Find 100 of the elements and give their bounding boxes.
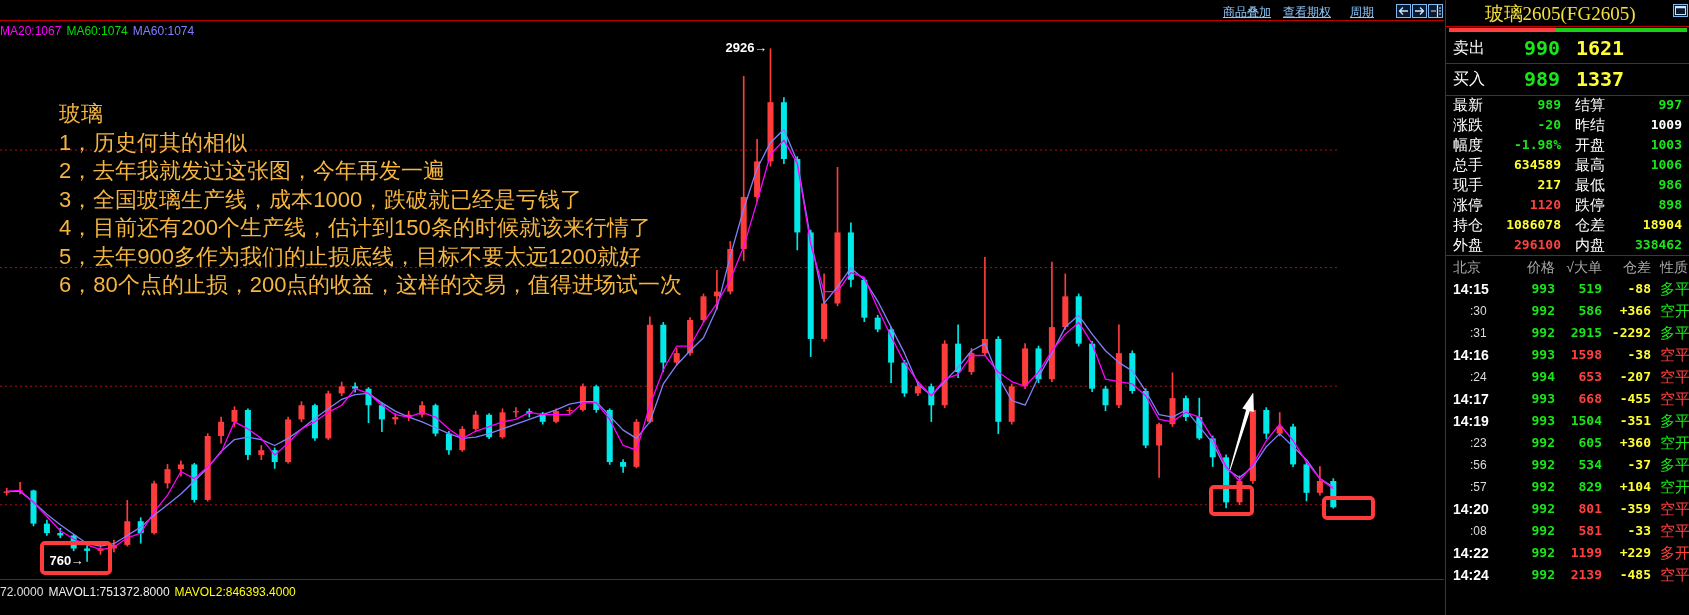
text: 992 [1531,456,1555,474]
text: 18904 [1642,216,1682,234]
text: 周期 [1350,5,1374,19]
text: 1006 [1650,156,1682,174]
text: 跌停 [1575,196,1605,214]
text: :30 [1470,303,1487,320]
text: 总手 [1453,156,1483,174]
text: 668 [1578,390,1602,408]
text: :24 [1470,369,1487,386]
text: MA60:1074 [132,24,195,38]
text: 994 [1531,368,1555,386]
text: 多平 [1660,412,1689,430]
text: 现手 [1453,176,1483,194]
text: 价格 [1527,258,1555,276]
text: 992 [1531,302,1555,320]
text: 653 [1578,368,1602,386]
text: -207 [1619,368,1651,386]
text: +366 [1619,302,1651,320]
legend-label: MA60:1074 [66,24,128,38]
text: 持仓 [1453,216,1483,234]
text: 14:24 [1453,566,1489,584]
text: 空平 [1660,390,1689,408]
text: 多平 [1660,280,1689,298]
text: +104 [1619,478,1651,496]
text: 217 [1537,176,1561,194]
text: -359 [1619,500,1651,518]
text: 581 [1578,522,1602,540]
text: 最新 [1453,96,1483,114]
text: 开盘 [1575,136,1605,154]
text: 993 [1531,412,1555,430]
text: MAVOL1:751372.8000 [48,585,170,599]
text: 989 [1537,96,1561,114]
text: -37 [1627,456,1651,474]
text: 14:22 [1453,544,1489,562]
text: 仓差 [1623,258,1651,276]
text: :57 [1470,479,1487,496]
text: 296100 [1514,236,1561,254]
text: 涨跌 [1453,116,1483,134]
text: 586 [1578,302,1602,320]
text: 72.0000 [0,585,44,599]
annotation: 2926→ [725,40,768,56]
text: 634589 [1514,156,1561,174]
text: 14:16 [1453,346,1489,364]
text: 1504 [1570,412,1602,430]
text: 空开 [1660,478,1689,496]
text: -20 [1537,116,1561,134]
text: 898 [1658,196,1682,214]
text: 992 [1531,566,1555,584]
text: 14:19 [1453,412,1489,430]
text: 空开 [1660,302,1689,320]
annotation: 3，全国玻璃生产线，成本1000，跌破就已经是亏钱了 [59,185,584,214]
text: 昨结 [1575,116,1605,134]
text: 338462 [1635,236,1682,254]
text: :31 [1470,325,1487,342]
text: 534 [1578,456,1602,474]
text: 14:20 [1453,500,1489,518]
text: 涨停 [1453,196,1483,214]
text: 989 [1523,67,1560,91]
text: 1003 [1650,136,1682,154]
text: 多平 [1660,324,1689,342]
text: -88 [1627,280,1651,298]
text: -38 [1627,346,1651,364]
text: 992 [1531,324,1555,342]
text: -2292 [1611,324,1651,342]
candlestick [84,544,91,562]
text: 829 [1578,478,1602,496]
text: 最高 [1575,156,1605,174]
text: 空平 [1660,368,1689,386]
text: MA20:1067 [0,24,62,38]
text: 2139 [1570,566,1602,584]
text: 1120 [1529,196,1561,214]
text: 605 [1578,434,1602,452]
text: MAVOL2:846393.4000 [174,585,296,599]
text: 1009 [1650,116,1682,134]
text: 商品叠加 [1223,5,1271,19]
text: 990 [1523,36,1560,60]
text: 1086078 [1506,216,1561,234]
text: 买入 [1453,69,1485,89]
text: 14:15 [1453,280,1489,298]
text: 内盘 [1575,236,1605,254]
text: 查看期权 [1283,5,1331,19]
text: 最低 [1575,176,1605,194]
text: 992 [1531,544,1555,562]
text: 993 [1531,346,1555,364]
text: 992 [1531,478,1555,496]
annotation: 6，80个点的止损，200点的收益，这样的交易，值得进场试一次 [59,271,683,299]
text: -1.98% [1514,136,1561,154]
text: 1598 [1570,346,1602,364]
text: 北京 [1453,258,1481,276]
text: 992 [1531,500,1555,518]
text: +360 [1619,434,1651,452]
text: 1337 [1576,67,1625,91]
text: 结算 [1575,96,1605,114]
text: -485 [1619,566,1651,584]
text: 空开 [1660,434,1689,452]
text: 993 [1531,280,1555,298]
text: :08 [1470,523,1487,540]
text: -351 [1619,412,1651,430]
text: -455 [1619,390,1651,408]
text: 空平 [1660,500,1689,518]
